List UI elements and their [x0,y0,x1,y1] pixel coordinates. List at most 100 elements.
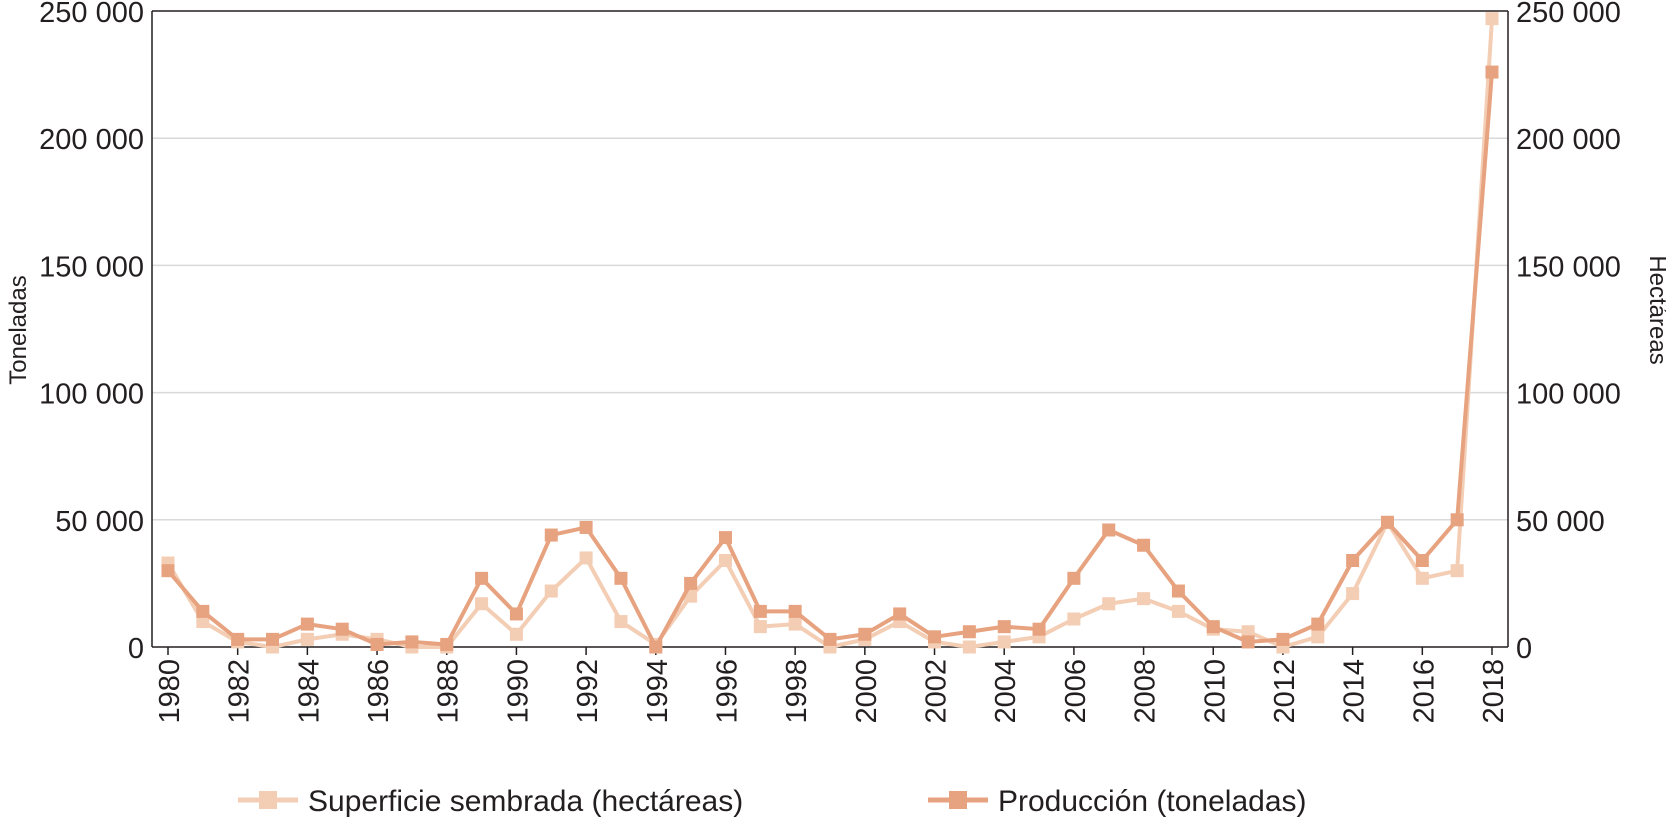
data-point [684,576,698,590]
data-point [649,640,663,654]
data-point [475,571,489,585]
data-point [1485,65,1499,79]
x-tick-label: 2000 [851,659,883,724]
x-tick-label: 2010 [1199,659,1231,724]
data-point [1067,571,1081,585]
data-point [753,620,767,634]
y-tick-label: 250 000 [39,0,144,29]
data-point [196,604,210,618]
data-point [1032,622,1046,636]
legend-label-produccion: Producción (toneladas) [998,785,1307,818]
y2-tick-label: 250 000 [1516,0,1621,29]
data-point [1415,554,1429,568]
data-point [579,520,593,534]
data-point [1346,554,1360,568]
series-superficie [161,12,1499,654]
series-layer [161,12,1499,654]
data-point [718,554,732,568]
legend-label-superficie: Superficie sembrada (hectáreas) [308,785,743,818]
y-tick-label: 50 000 [55,506,144,538]
data-point [858,627,872,641]
data-point [196,615,210,629]
data-point [753,604,767,618]
x-tick-label: 1996 [711,659,743,724]
y2-axis-tick-labels: 0 50 000 100 000 150 000 200 000 250 000 [1516,0,1621,665]
x-tick-label: 1992 [572,659,604,724]
data-point [300,632,314,646]
data-point [1276,632,1290,646]
x-tick-label: 1986 [363,659,395,724]
data-point [962,640,976,654]
data-point [1171,604,1185,618]
x-tick-label: 1984 [293,659,325,724]
y2-tick-label: 50 000 [1516,506,1605,538]
data-point [1102,523,1116,537]
data-point [405,635,419,649]
data-point [1311,617,1325,631]
x-tick-label: 2004 [990,659,1022,724]
x-tick-label: 1990 [502,659,534,724]
data-point [1241,625,1255,639]
x-tick-label: 1982 [224,659,256,724]
data-point [1067,612,1081,626]
data-point [1415,571,1429,585]
data-point [1311,630,1325,644]
data-point [1241,635,1255,649]
legend-marker-superficie [259,791,277,809]
data-point [718,531,732,545]
data-point [788,617,802,631]
legend: Superficie sembrada (hectáreas) Producci… [238,785,1307,818]
data-point [370,637,384,651]
data-point [788,604,802,618]
x-tick-label: 2008 [1130,659,1162,724]
series-line [166,18,1494,649]
legend-marker-produccion [949,791,967,809]
x-tick-label: 1994 [642,659,674,724]
data-point [997,635,1011,649]
data-point [544,528,558,542]
y2-tick-label: 0 [1516,633,1532,665]
data-point [161,564,175,578]
data-point [231,632,245,646]
y-tick-label: 150 000 [39,251,144,283]
data-point [1171,584,1185,598]
series-line [166,71,1494,649]
data-point [1137,538,1151,552]
data-point [335,622,349,636]
data-point [440,637,454,651]
data-point [614,571,628,585]
gridlines [152,137,1508,521]
data-point [509,627,523,641]
x-tick-label: 2012 [1269,659,1301,724]
data-point [928,630,942,644]
data-point [1450,513,1464,527]
x-tick-label: 2002 [921,659,953,724]
data-point [1206,620,1220,634]
y-tick-label: 0 [128,633,144,665]
data-point [1102,597,1116,611]
data-point [962,625,976,639]
data-point [997,620,1011,634]
y-tick-label: 200 000 [39,124,144,156]
data-point [1137,592,1151,606]
y-axis-tick-labels: 0 50 000 100 000 150 000 200 000 250 000 [39,0,144,665]
data-point [475,597,489,611]
data-point [300,617,314,631]
y2-tick-label: 100 000 [1516,379,1621,411]
x-tick-label: 2014 [1339,659,1371,724]
data-point [579,551,593,565]
y-axis-title: Toneladas [5,275,32,384]
y2-axis-title: Hectáreas [1644,255,1666,364]
y-tick-label: 100 000 [39,379,144,411]
x-tick-label: 2018 [1478,659,1510,724]
series-produccion [161,65,1499,654]
axes [151,10,1509,655]
x-tick-label: 1980 [154,659,186,724]
x-tick-label: 2016 [1408,659,1440,724]
data-point [893,607,907,621]
x-tick-label: 2006 [1060,659,1092,724]
data-point [509,607,523,621]
data-point [823,632,837,646]
data-point [1380,515,1394,529]
